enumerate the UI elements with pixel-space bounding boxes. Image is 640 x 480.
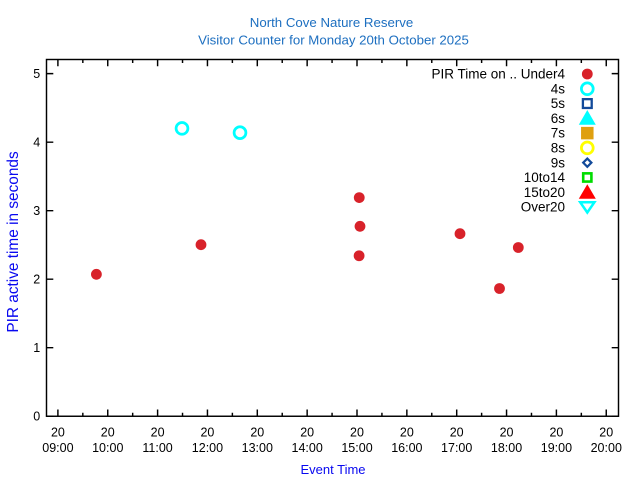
svg-text:14:00: 14:00: [292, 441, 323, 455]
svg-text:11:00: 11:00: [142, 441, 172, 455]
svg-text:9s: 9s: [551, 155, 566, 170]
svg-text:6s: 6s: [551, 111, 566, 126]
svg-text:20: 20: [450, 426, 464, 440]
svg-text:4: 4: [33, 136, 40, 150]
svg-text:20:00: 20:00: [591, 441, 622, 455]
svg-text:20: 20: [549, 426, 563, 440]
svg-text:20: 20: [101, 426, 115, 440]
svg-text:15:00: 15:00: [341, 441, 372, 455]
svg-text:7s: 7s: [551, 126, 566, 141]
svg-text:13:00: 13:00: [242, 441, 273, 455]
svg-text:20: 20: [500, 426, 514, 440]
svg-text:20: 20: [300, 426, 314, 440]
svg-text:8s: 8s: [551, 141, 566, 156]
svg-text:PIR Time on .. Under4: PIR Time on .. Under4: [431, 67, 565, 82]
svg-text:Over20: Over20: [521, 200, 565, 215]
svg-text:20: 20: [250, 426, 264, 440]
svg-text:10to14: 10to14: [524, 170, 566, 185]
svg-text:2: 2: [33, 273, 40, 287]
svg-text:16:00: 16:00: [391, 441, 422, 455]
svg-text:20: 20: [400, 426, 414, 440]
svg-text:19:00: 19:00: [541, 441, 572, 455]
svg-text:09:00: 09:00: [42, 441, 73, 455]
svg-text:10:00: 10:00: [92, 441, 123, 455]
svg-text:20: 20: [51, 426, 65, 440]
svg-text:18:00: 18:00: [491, 441, 522, 455]
svg-text:4s: 4s: [551, 81, 566, 96]
svg-text:Event Time: Event Time: [300, 462, 365, 477]
svg-text:20: 20: [350, 426, 364, 440]
svg-text:20: 20: [200, 426, 214, 440]
svg-text:12:00: 12:00: [192, 441, 223, 455]
svg-text:Visitor Counter for Monday 20t: Visitor Counter for Monday 20th October …: [198, 33, 469, 48]
svg-text:5: 5: [33, 67, 40, 81]
svg-text:5s: 5s: [551, 96, 566, 111]
svg-text:3: 3: [33, 204, 40, 218]
svg-text:0: 0: [33, 410, 40, 424]
svg-text:17:00: 17:00: [441, 441, 472, 455]
svg-text:20: 20: [599, 426, 613, 440]
svg-text:15to20: 15to20: [524, 185, 565, 200]
svg-text:1: 1: [33, 341, 40, 355]
svg-text:North Cove Nature Reserve: North Cove Nature Reserve: [250, 15, 413, 30]
svg-text:PIR active time in seconds: PIR active time in seconds: [5, 151, 22, 333]
svg-text:20: 20: [151, 426, 165, 440]
